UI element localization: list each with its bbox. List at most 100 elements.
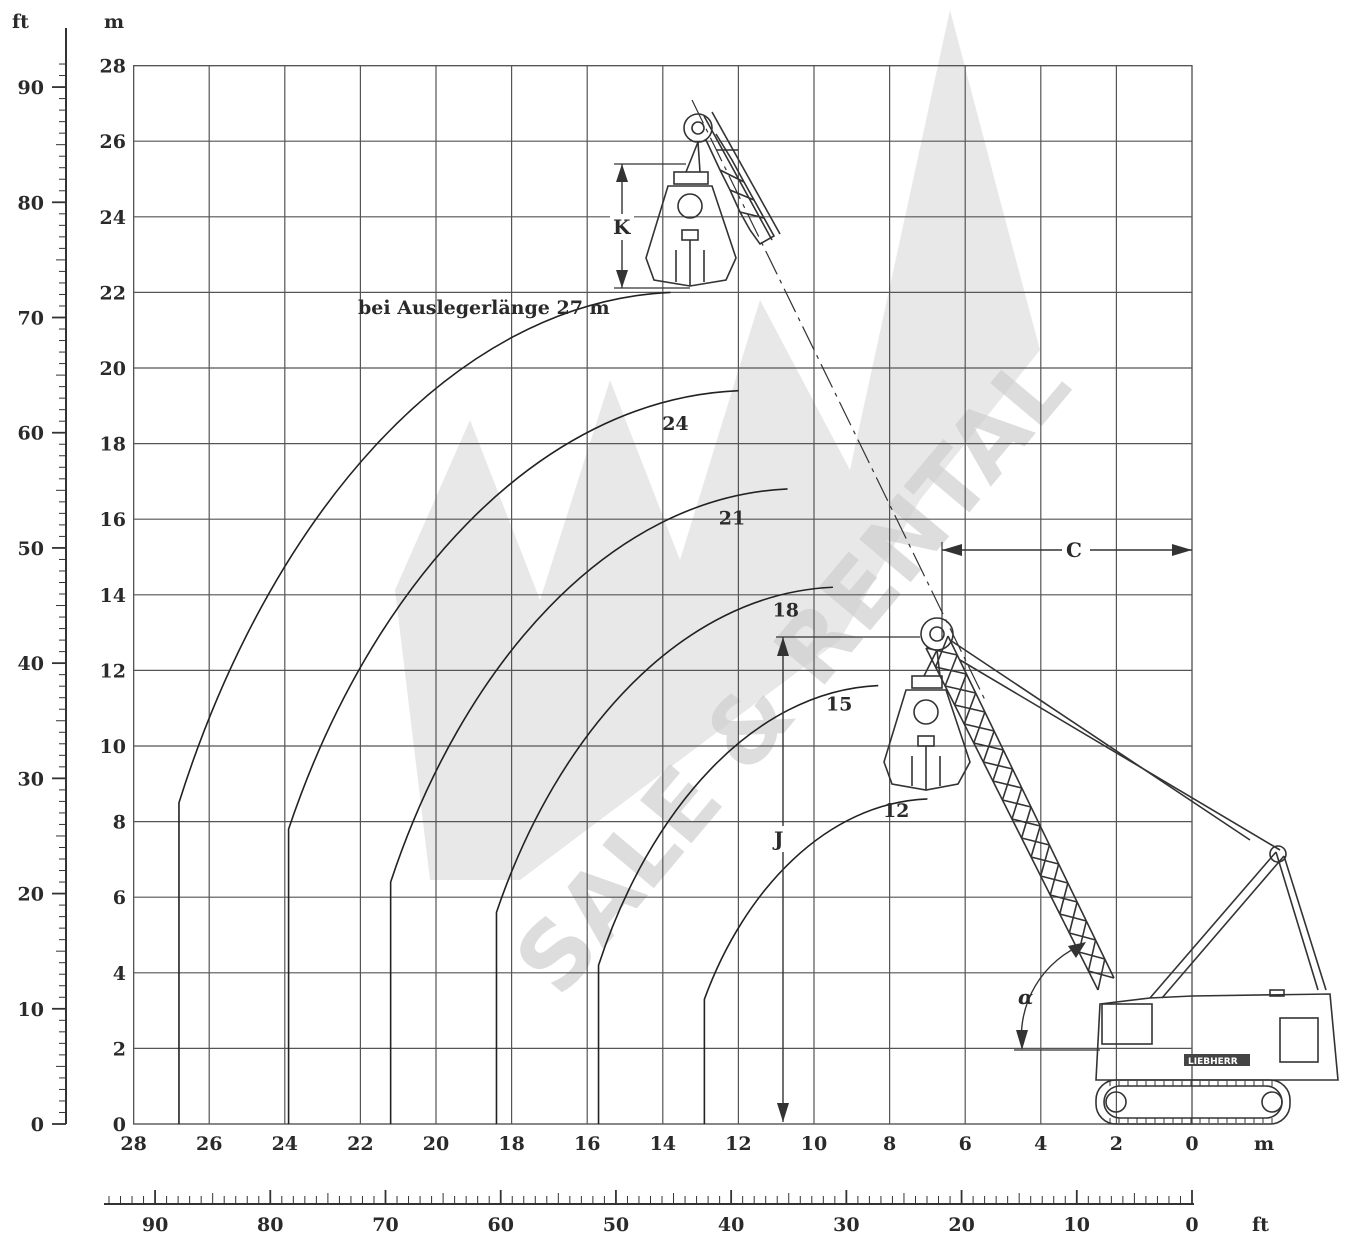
- left-ft-tick-label: 90: [18, 77, 44, 99]
- lattice-brace: [1020, 806, 1032, 839]
- left-m-unit: m: [104, 11, 124, 33]
- grid: [133, 64, 1193, 1125]
- boom-length-label: bei Auslegerlänge 27 m: [358, 297, 610, 319]
- left-m-tick-label: 20: [100, 358, 126, 380]
- curve-label-24: 24: [662, 413, 688, 435]
- curve-label-12: 12: [883, 800, 909, 822]
- brand-plate: [1184, 1054, 1250, 1066]
- lattice-brace: [1068, 901, 1078, 934]
- dimension-j-label: J: [772, 827, 783, 851]
- bottom-m-tick-label: 24: [272, 1133, 298, 1155]
- left-m-tick-label: 12: [100, 660, 126, 682]
- bottom-axes: 28 26 24 22 20 18 16 14 12 10 8 6 4 2 0 m 90 80 70 60 50 40…: [104, 1133, 1274, 1236]
- bottom-m-tick-label: 16: [574, 1133, 600, 1155]
- bottom-m-tick-label: 26: [196, 1133, 222, 1155]
- lattice-brace: [992, 749, 1005, 782]
- bottom-ft-tick-label: 80: [257, 1214, 283, 1236]
- bottom-m-tick-label: 12: [725, 1133, 751, 1155]
- lattice-brace: [934, 635, 949, 668]
- curve-label-21: 21: [719, 507, 745, 529]
- bottom-ft-tick-label: 50: [603, 1214, 629, 1236]
- left-ft-unit: ft: [12, 11, 29, 33]
- left-m-tick-label: 18: [100, 434, 126, 456]
- bottom-ft-unit: ft: [1252, 1214, 1269, 1236]
- left-ft-tick-label: 30: [18, 768, 44, 790]
- left-m-tick-label: 2: [113, 1038, 126, 1060]
- left-m-tick-label: 0: [113, 1114, 126, 1136]
- left-ft-tick-label: 0: [31, 1114, 44, 1136]
- range-curve-15: [597, 684, 879, 1124]
- bottom-ft-ruler: [108, 1190, 1193, 1204]
- lattice-brace: [1097, 958, 1106, 991]
- left-ft-tick-label: 20: [18, 884, 44, 906]
- lattice-brace: [1039, 844, 1051, 877]
- bottom-m-tick-label: 28: [120, 1133, 146, 1155]
- bottom-m-tick-label: 14: [650, 1133, 676, 1155]
- left-ft-tick-label: 70: [18, 307, 44, 329]
- lattice-brace: [1059, 882, 1069, 915]
- lower-grab-bucket: [883, 617, 971, 791]
- left-m-tick-label: 16: [100, 509, 126, 531]
- lattice-brace: [1001, 768, 1014, 801]
- angle-alpha: α: [1014, 942, 1100, 1051]
- lattice-brace: [1011, 787, 1023, 820]
- left-m-tick-label: 22: [100, 282, 126, 304]
- bottom-m-tick-label: 6: [959, 1133, 972, 1155]
- bottom-ft-tick-label: 40: [718, 1214, 744, 1236]
- bottom-m-tick-labels: 28 26 24 22 20 18 16 14 12 10 8 6 4 2 0: [120, 1133, 1198, 1155]
- left-ft-tick-labels: 0 10 20 30 40 50 60 70 80 90: [18, 77, 44, 1136]
- bottom-ft-tick-label: 60: [487, 1214, 513, 1236]
- bottom-ft-tick-label: 0: [1185, 1214, 1198, 1236]
- lattice-brace: [982, 730, 995, 763]
- lattice-brace: [1030, 825, 1041, 858]
- lattice-brace: [1049, 863, 1060, 896]
- left-m-tick-label: 14: [100, 585, 126, 607]
- range-curve-24: [287, 389, 739, 1124]
- dimension-k-label: K: [613, 215, 631, 239]
- bottom-ft-tick-label: 30: [833, 1214, 859, 1236]
- range-curve-12: [703, 798, 928, 1124]
- dimension-j: J: [772, 636, 920, 1122]
- bottom-m-tick-label: 20: [423, 1133, 449, 1155]
- bottom-m-tick-label: 8: [883, 1133, 896, 1155]
- left-ft-tick-label: 60: [18, 423, 44, 445]
- curve-labels: 24 21 18 15 12: [662, 413, 909, 822]
- left-m-tick-label: 4: [113, 963, 126, 985]
- left-ft-ruler: [52, 63, 66, 1125]
- left-m-tick-label: 24: [100, 207, 126, 229]
- bottom-ft-tick-label: 70: [372, 1214, 398, 1236]
- bottom-m-tick-label: 2: [1110, 1133, 1123, 1155]
- bottom-ft-tick-label: 10: [1064, 1214, 1090, 1236]
- bottom-m-tick-label: 4: [1034, 1133, 1047, 1155]
- crawler-track-links: [1109, 1081, 1273, 1123]
- left-m-tick-label: 26: [100, 131, 126, 153]
- left-ft-tick-label: 80: [18, 192, 44, 214]
- dimension-k: K: [610, 163, 690, 289]
- lattice-brace: [963, 692, 977, 725]
- bottom-m-tick-label: 22: [347, 1133, 373, 1155]
- left-m-tick-label: 28: [100, 56, 126, 78]
- upper-grab-bucket: [645, 111, 781, 287]
- lattice-brace: [973, 711, 986, 744]
- brand-plate-text: LIEBHERR: [1188, 1057, 1238, 1067]
- bottom-m-tick-label: 18: [498, 1133, 524, 1155]
- working-range-curves: [178, 291, 928, 1124]
- left-m-tick-label: 6: [113, 887, 126, 909]
- left-m-tick-label: 8: [113, 812, 126, 834]
- bottom-m-tick-label: 0: [1185, 1133, 1198, 1155]
- dimension-c-label: C: [1066, 538, 1082, 562]
- lattice-brace: [953, 673, 968, 706]
- range-curve-21: [389, 488, 788, 1124]
- bottom-m-tick-label: 10: [801, 1133, 827, 1155]
- range-curve-18: [495, 586, 833, 1124]
- boom-line: [691, 99, 986, 701]
- curve-label-15: 15: [826, 694, 852, 716]
- dimension-c: C: [941, 538, 1192, 640]
- bottom-ft-tick-label: 90: [142, 1214, 168, 1236]
- lattice-brace: [944, 654, 958, 687]
- curve-label-18: 18: [773, 599, 799, 621]
- left-m-tick-label: 10: [100, 736, 126, 758]
